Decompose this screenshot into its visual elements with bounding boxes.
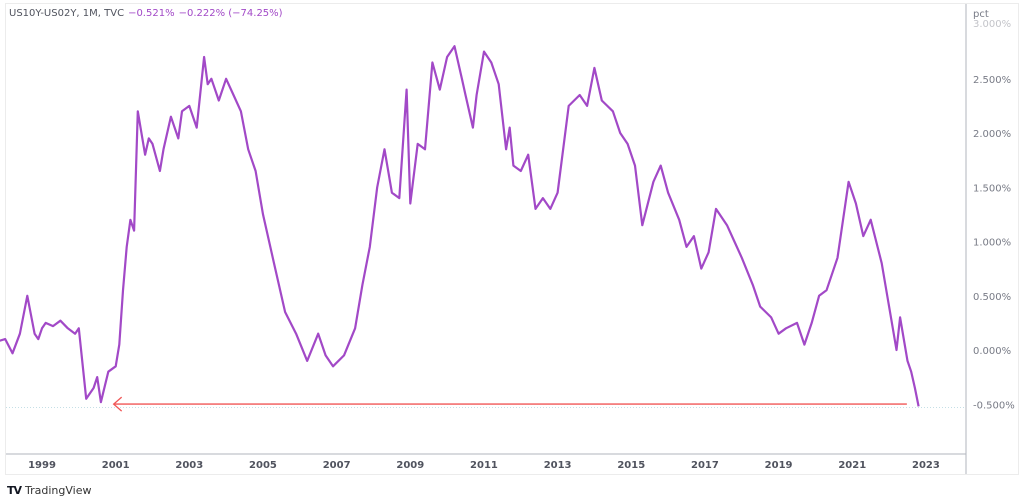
x-tick-label: 2007 [323, 460, 351, 471]
x-tick-label: 2019 [765, 460, 793, 471]
x-tick-label: 2015 [617, 460, 645, 471]
y-tick-label: 0.000% [973, 346, 1011, 357]
y-tick-label: 0.500% [973, 292, 1011, 303]
y-tick-label: 1.000% [973, 238, 1011, 249]
y-tick-label: 2.000% [973, 129, 1011, 140]
spread-series-line[interactable] [0, 45, 920, 407]
inversion-arrow-annotation[interactable] [112, 396, 907, 412]
time-axis[interactable]: 1999 2001 2003 2005 2007 2009 2011 2013 2015 2017… [28, 460, 940, 471]
change-value: −0.222% (−74.25%) [178, 8, 283, 19]
x-tick-label: 2021 [838, 460, 866, 471]
y-tick-label: 1.500% [973, 183, 1011, 194]
x-tick-label: 2013 [544, 460, 572, 471]
x-tick-label: 2003 [175, 460, 203, 471]
x-tick-label: 2005 [249, 460, 277, 471]
y-tick-label: 3.000% [973, 19, 1011, 30]
arrow-head-icon [112, 396, 123, 412]
x-tick-label: 2011 [470, 460, 498, 471]
chart-legend[interactable]: US10Y-US02Y, 1M, TVC −0.521% −0.222% (−74.… [9, 8, 283, 19]
x-tick-label: 1999 [28, 460, 56, 471]
x-tick-label: 2001 [102, 460, 130, 471]
unit-label: pct [973, 9, 989, 20]
last-value: −0.521% [128, 8, 175, 19]
chart-frame [5, 3, 1019, 475]
x-tick-label: 2023 [912, 460, 940, 471]
brand-name: TradingView [25, 484, 92, 497]
y-tick-label: 2.500% [973, 75, 1011, 86]
x-tick-label: 2017 [691, 460, 719, 471]
y-tick-label: -0.500% [973, 400, 1015, 411]
tradingview-logo-icon: TV [7, 484, 22, 497]
x-tick-label: 2009 [396, 460, 424, 471]
symbol-label: US10Y-US02Y, 1M, TVC [9, 8, 125, 19]
tradingview-branding[interactable]: TV TradingView [7, 484, 92, 497]
